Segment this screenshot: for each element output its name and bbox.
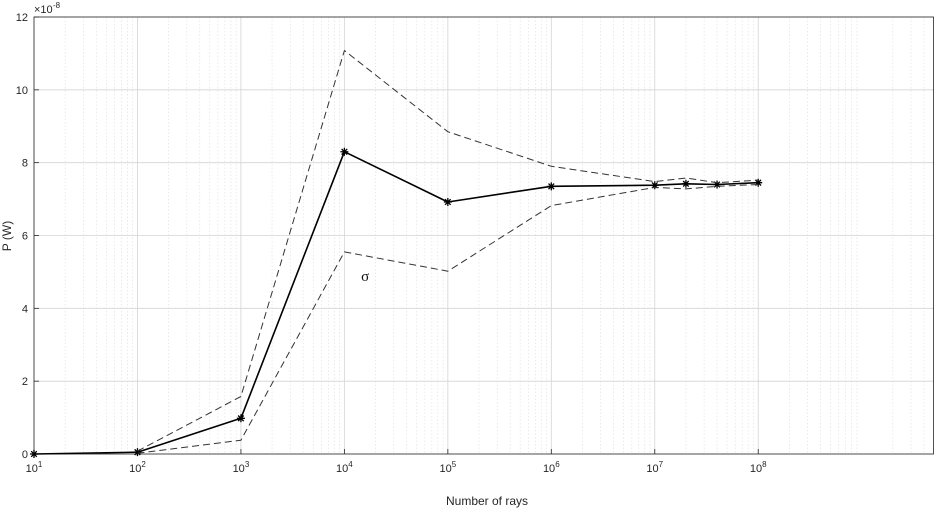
y-tick-label: 4 — [22, 303, 28, 315]
y-axis-label: P (W) — [0, 221, 14, 251]
y-exponent-base: ×10 — [34, 4, 53, 16]
x-tick-label: 102 — [129, 460, 146, 475]
star-marker-glyph — [30, 450, 38, 458]
x-tick-label: 106 — [543, 460, 560, 475]
star-marker — [236, 414, 245, 423]
star-marker — [650, 181, 659, 190]
x-tick-label: 104 — [336, 460, 353, 475]
star-marker — [754, 178, 763, 187]
star-marker — [340, 147, 349, 156]
y-tick-label: 10 — [16, 85, 28, 97]
y-tick-label: 2 — [22, 376, 28, 388]
star-marker-glyph — [713, 180, 722, 189]
star-marker-glyph — [547, 182, 556, 191]
x-axis-label: Number of rays — [446, 494, 528, 508]
star-marker-glyph — [340, 147, 349, 156]
star-marker-glyph — [754, 178, 763, 187]
star-marker — [30, 450, 38, 458]
y-tick-label: 0 — [22, 449, 28, 461]
x-tick-label: 103 — [233, 460, 250, 475]
star-marker — [443, 197, 452, 206]
star-marker-glyph — [681, 179, 690, 188]
axis-tick-labels: 0 2 4 6 8 10 12 101 102 103 104 105 106 107 108 — [16, 12, 767, 475]
star-marker-glyph — [133, 448, 142, 457]
sigma-bound-line — [137, 50, 759, 452]
series-group — [30, 50, 763, 458]
y-tick-label: 8 — [22, 158, 28, 170]
x-tick-label: 101 — [26, 460, 43, 475]
star-marker — [713, 180, 722, 189]
sigma-annotation: σ — [361, 269, 369, 285]
star-marker — [681, 179, 690, 188]
x-tick-label: 105 — [439, 460, 456, 475]
x-tick-label: 108 — [750, 460, 767, 475]
x-tick-label: 107 — [646, 460, 663, 475]
star-marker — [133, 448, 142, 457]
y-tick-label: 6 — [22, 231, 28, 243]
y-exponent-power: -8 — [53, 1, 61, 10]
star-marker-glyph — [443, 197, 452, 206]
y-tick-label: 12 — [16, 12, 28, 24]
star-marker-glyph — [236, 414, 245, 423]
star-marker-glyph — [650, 181, 659, 190]
grid — [33, 16, 934, 455]
mean-power-line — [33, 150, 759, 455]
star-marker — [547, 182, 556, 191]
y-exponent-label: ×10 -8 — [34, 1, 61, 16]
